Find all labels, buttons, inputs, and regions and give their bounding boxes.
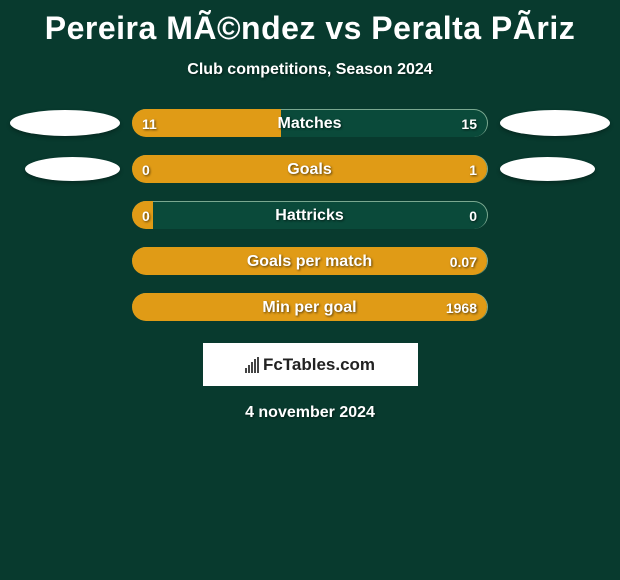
player-left-avatar bbox=[10, 110, 120, 136]
stat-value-right: 0 bbox=[469, 208, 477, 224]
stat-value-right: 15 bbox=[461, 116, 477, 132]
stat-bar: Hattricks 0 0 bbox=[132, 201, 488, 229]
stat-label: Min per goal bbox=[262, 299, 356, 317]
stat-value-right: 0.07 bbox=[450, 254, 477, 270]
stat-value-right: 1968 bbox=[446, 300, 477, 316]
stat-row: Hattricks 0 0 bbox=[10, 201, 610, 229]
stat-row: Goals 0 1 bbox=[10, 155, 610, 183]
spacer bbox=[10, 294, 120, 320]
spacer bbox=[500, 294, 610, 320]
player-right-avatar bbox=[500, 157, 595, 181]
logo-text: FcTables.com bbox=[263, 355, 375, 375]
spacer bbox=[10, 202, 120, 228]
stat-bar: Matches 11 15 bbox=[132, 109, 488, 137]
stat-label: Matches bbox=[277, 115, 341, 133]
spacer bbox=[500, 248, 610, 274]
stat-value-left: 0 bbox=[142, 162, 150, 178]
stat-label: Hattricks bbox=[275, 207, 343, 225]
spacer bbox=[500, 202, 610, 228]
subtitle: Club competitions, Season 2024 bbox=[0, 61, 620, 79]
page-title: Pereira MÃ©ndez vs Peralta PÃ­riz bbox=[0, 0, 620, 47]
date-label: 4 november 2024 bbox=[0, 404, 620, 422]
stat-value-right: 1 bbox=[469, 162, 477, 178]
bar-chart-icon bbox=[245, 357, 259, 373]
spacer bbox=[10, 248, 120, 274]
stat-row: Goals per match 0.07 bbox=[10, 247, 610, 275]
player-left-avatar bbox=[25, 157, 120, 181]
stat-bar: Goals per match 0.07 bbox=[132, 247, 488, 275]
stat-bar: Min per goal 1968 bbox=[132, 293, 488, 321]
stat-label: Goals per match bbox=[247, 253, 372, 271]
stat-row: Min per goal 1968 bbox=[10, 293, 610, 321]
comparison-chart: Matches 11 15 Goals 0 1 Hattricks 0 0 Goals per m… bbox=[0, 109, 620, 321]
stat-row: Matches 11 15 bbox=[10, 109, 610, 137]
fctables-logo: FcTables.com bbox=[203, 343, 418, 386]
stat-label: Goals bbox=[287, 161, 331, 179]
stat-bar: Goals 0 1 bbox=[132, 155, 488, 183]
stat-value-left: 11 bbox=[142, 116, 157, 132]
player-right-avatar bbox=[500, 110, 610, 136]
stat-value-left: 0 bbox=[142, 208, 150, 224]
